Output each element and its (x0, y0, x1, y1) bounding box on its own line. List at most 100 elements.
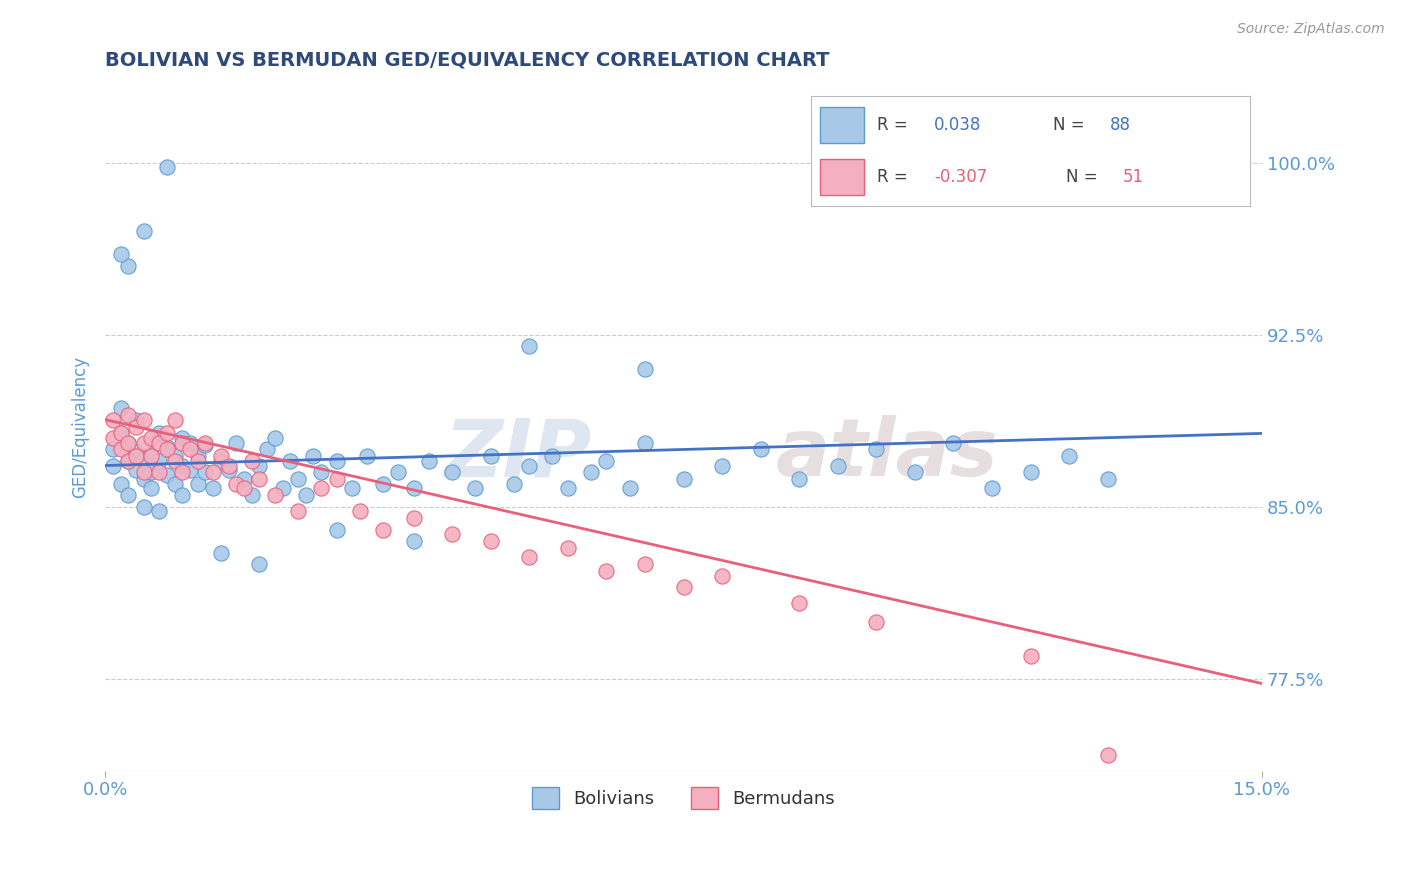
Point (132, 435, 155, 450)
Point (172, 435, 194, 450)
Text: Source: ZipAtlas.com: Source: ZipAtlas.com (1237, 22, 1385, 37)
Point (225, 476, 247, 491)
Point (179, 435, 201, 450)
Point (256, 442, 278, 457)
Point (557, 541, 579, 555)
Point (225, 435, 247, 450)
Point (271, 482, 294, 496)
Point (517, 339, 540, 353)
Point (187, 450, 209, 464)
Point (141, 482, 163, 496)
Point (557, 482, 579, 496)
Point (479, 534, 502, 549)
Point (441, 527, 464, 541)
Point (179, 463, 201, 477)
Point (827, 458, 849, 473)
Point (517, 550, 540, 565)
Point (125, 463, 148, 477)
Point (141, 447, 163, 461)
Point (163, 476, 186, 491)
Point (148, 466, 170, 480)
Point (117, 435, 139, 450)
Point (156, 160, 179, 174)
Point (865, 442, 887, 457)
Point (172, 466, 194, 480)
Point (634, 557, 657, 571)
Point (441, 466, 464, 480)
Point (156, 467, 179, 482)
Point (218, 458, 240, 473)
Point (156, 426, 179, 441)
Point (619, 482, 641, 496)
Point (125, 450, 148, 464)
Point (132, 412, 155, 426)
Point (402, 511, 425, 525)
Point (125, 444, 148, 458)
Point (418, 454, 440, 468)
Point (249, 557, 271, 571)
Point (218, 463, 240, 477)
Point (156, 440, 179, 454)
Point (110, 401, 132, 416)
Text: ZIP: ZIP (444, 415, 591, 493)
Point (117, 454, 139, 468)
Point (233, 482, 256, 496)
Point (340, 482, 363, 496)
Point (202, 466, 225, 480)
Point (371, 476, 394, 491)
Point (110, 247, 132, 261)
Point (503, 476, 526, 491)
Point (187, 476, 209, 491)
Y-axis label: GED/Equivalency: GED/Equivalency (72, 355, 89, 498)
Point (1097, 747, 1119, 762)
Point (325, 472, 347, 486)
Point (117, 259, 139, 273)
Point (634, 435, 657, 450)
Point (101, 442, 124, 457)
Point (579, 466, 602, 480)
Point (787, 472, 810, 486)
Point (749, 442, 772, 457)
Point (402, 482, 425, 496)
Point (141, 450, 163, 464)
Point (172, 431, 194, 445)
Point (141, 466, 163, 480)
Point (132, 472, 155, 486)
Point (325, 454, 347, 468)
Point (148, 435, 170, 450)
Point (595, 564, 617, 578)
Point (1019, 466, 1042, 480)
Point (302, 450, 325, 464)
Point (356, 450, 378, 464)
Point (464, 482, 486, 496)
Point (141, 431, 163, 445)
Point (240, 454, 263, 468)
Point (787, 596, 810, 610)
Point (117, 408, 139, 422)
Point (125, 419, 148, 434)
Point (148, 454, 170, 468)
Point (349, 504, 371, 518)
Point (132, 500, 155, 514)
Point (1057, 450, 1080, 464)
Point (194, 435, 217, 450)
Point (163, 454, 186, 468)
Point (194, 466, 217, 480)
Point (117, 454, 139, 468)
Point (309, 466, 332, 480)
Point (517, 458, 540, 473)
Point (172, 458, 194, 473)
Point (249, 458, 271, 473)
Point (711, 568, 734, 582)
Point (125, 412, 148, 426)
Point (194, 438, 217, 452)
Point (148, 426, 170, 441)
Point (132, 225, 155, 239)
Point (672, 580, 695, 594)
Point (101, 412, 124, 426)
Point (110, 426, 132, 441)
Point (672, 472, 695, 486)
Point (595, 454, 617, 468)
Point (371, 523, 394, 537)
Point (387, 466, 409, 480)
